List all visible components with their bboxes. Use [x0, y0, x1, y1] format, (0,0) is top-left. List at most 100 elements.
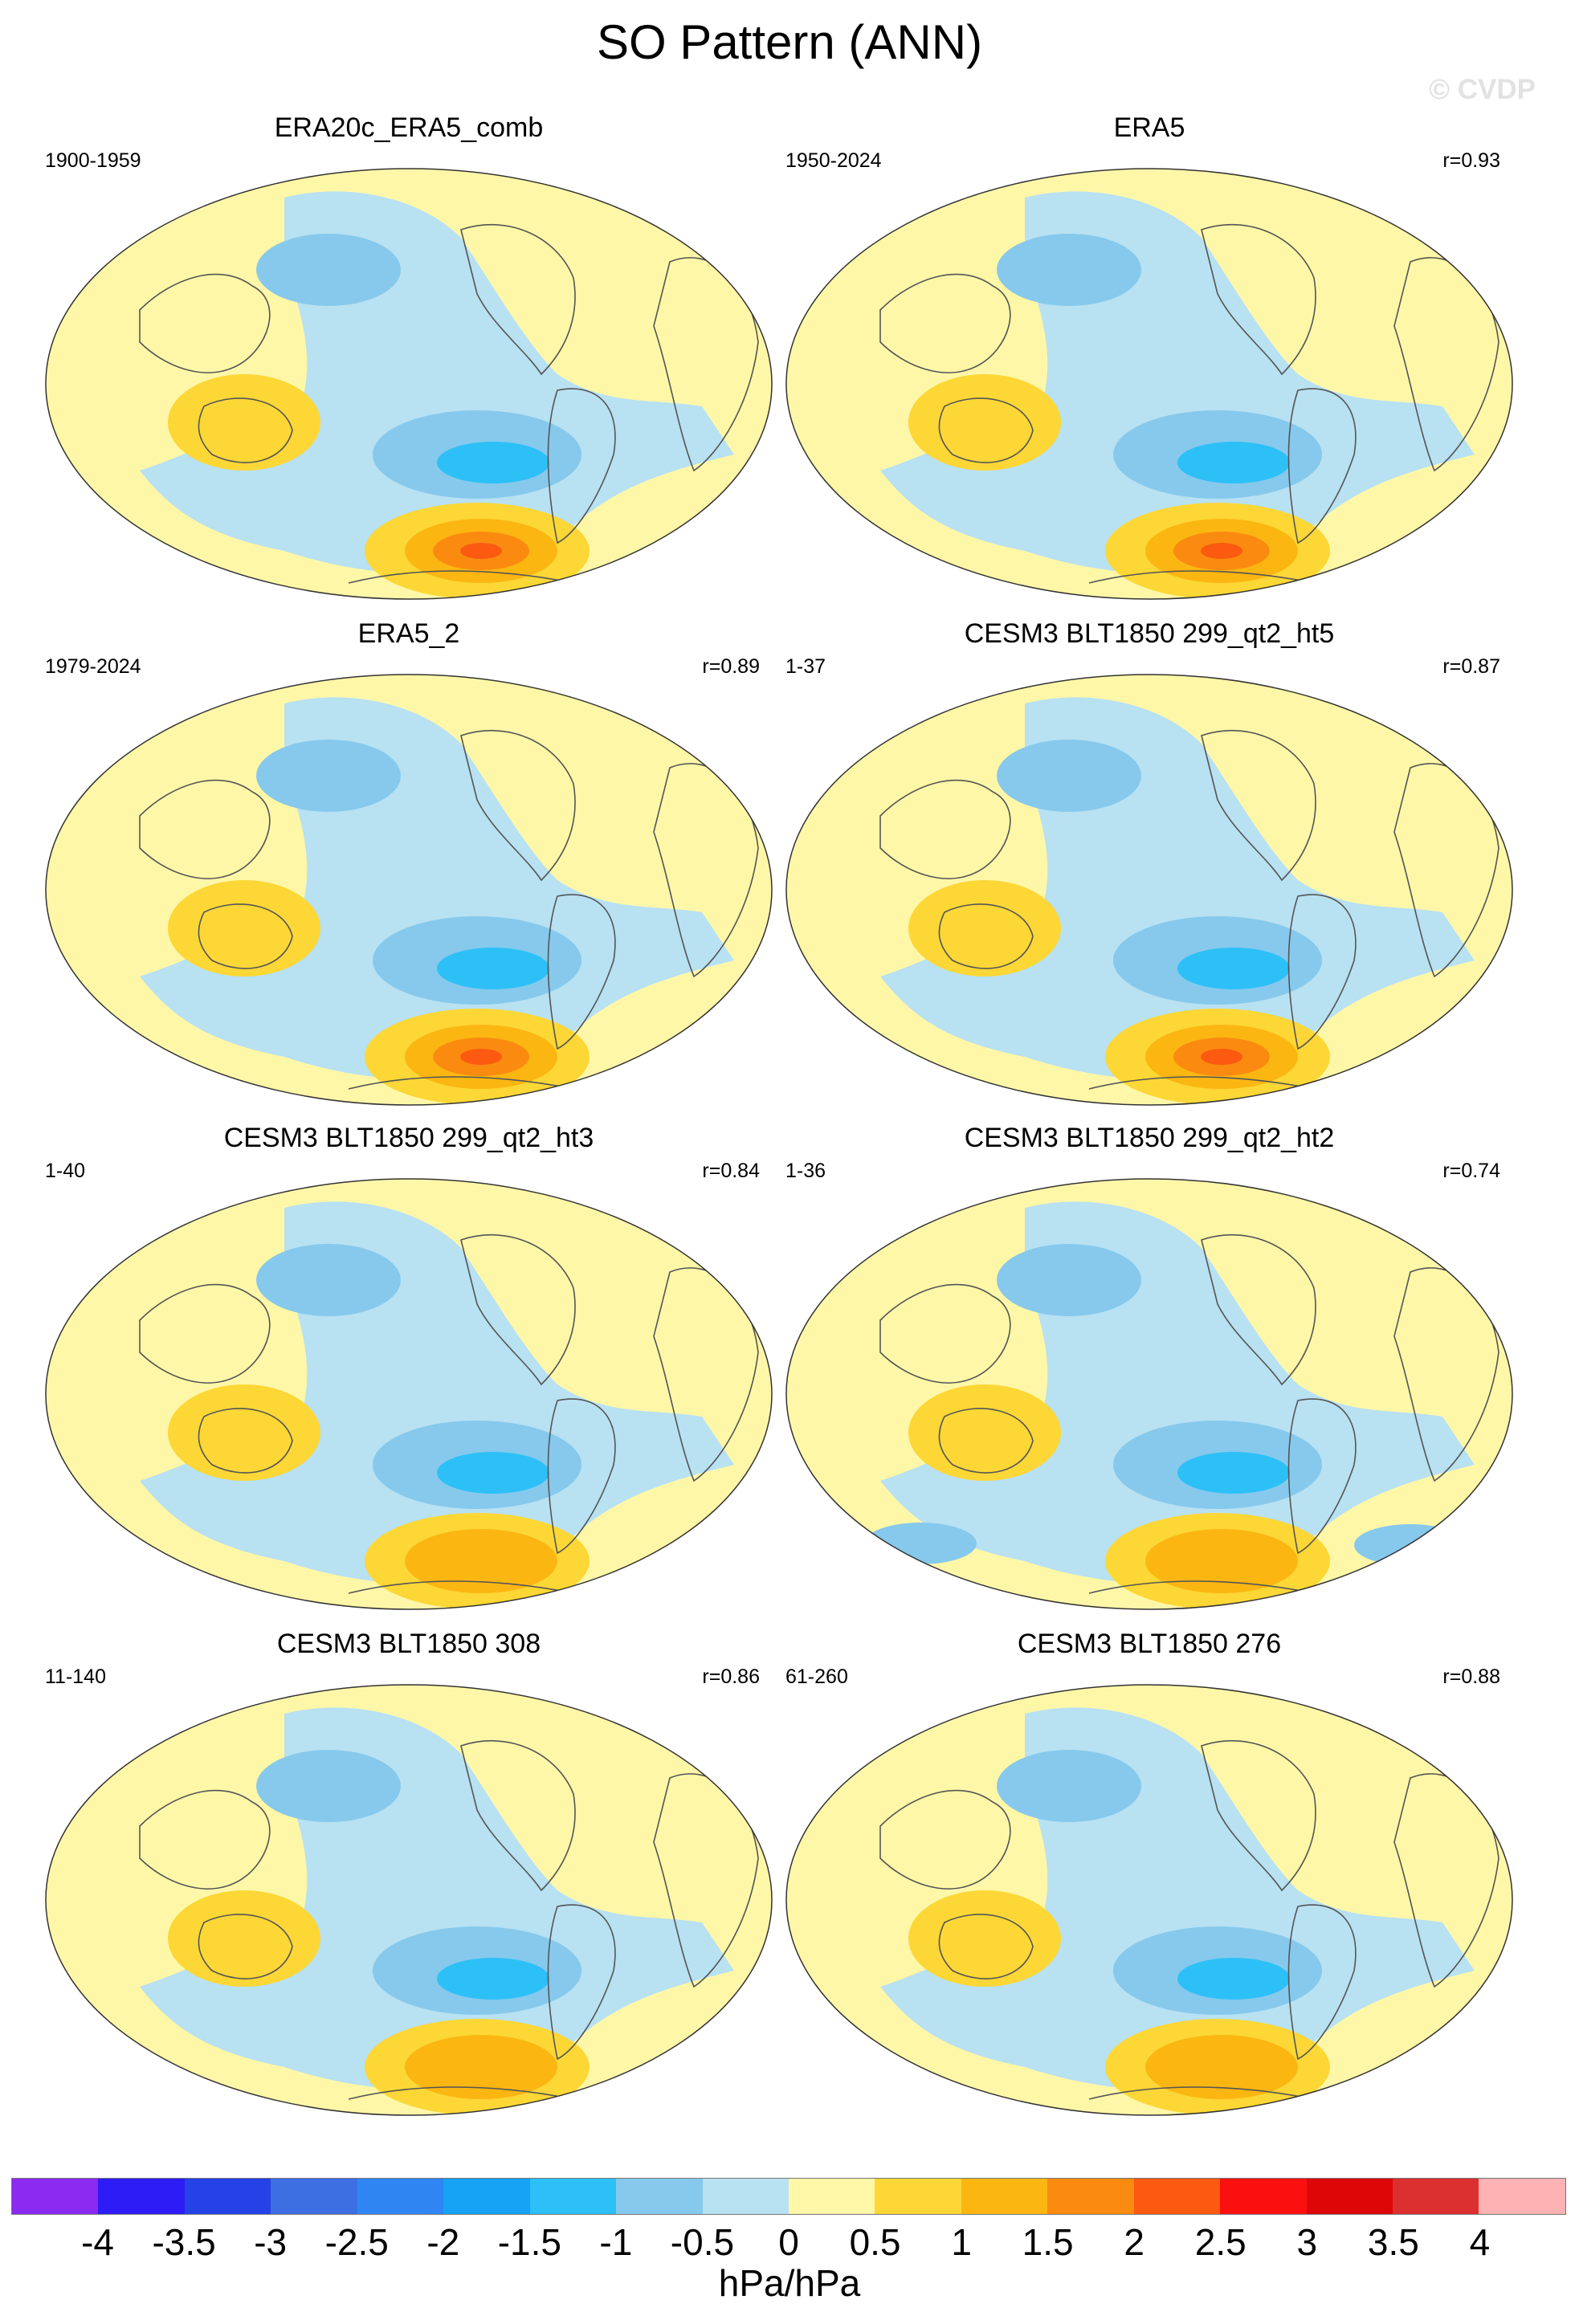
colorbar-units: hPa/hPa: [718, 2262, 861, 2304]
north-pacific-anomaly: [997, 234, 1141, 306]
colorbar-swatch: [875, 2179, 961, 2214]
north-pacific-anomaly: [256, 740, 401, 812]
panel-years: 11-140: [45, 1666, 106, 1688]
coastline-south-america: [547, 388, 616, 544]
panel-title: CESM3 BLT1850 299_qt2_ht5: [964, 618, 1335, 649]
map-panel: CESM3 BLT1850 308 11-140 r=0.86: [43, 1629, 774, 2125]
map-panel: ERA5_2 1979-2024 r=0.89: [43, 618, 774, 1115]
australia-core: [928, 1924, 1009, 1969]
southern-ocean-core: [405, 2035, 557, 2099]
colorbar-tick-label: 1.5: [1022, 2221, 1074, 2263]
coastline-antarctica: [1088, 1076, 1315, 1090]
colorbar-swatch: [961, 2179, 1048, 2214]
indian-ocean-anomaly: [864, 1523, 977, 1564]
north-pacific-anomaly: [256, 234, 401, 306]
colorbar-swatch: [529, 2179, 617, 2214]
coastline-asia: [139, 1283, 271, 1384]
coastline-north-america: [460, 729, 576, 882]
panel-title: ERA5_2: [357, 618, 460, 649]
southern-ocean-max: [460, 543, 502, 559]
coastline-asia: [139, 779, 271, 879]
south-pacific-core: [1177, 1452, 1290, 1494]
colorbar-tick-label: -2.5: [324, 2221, 389, 2263]
panel-correlation: r=0.84: [702, 1160, 760, 1182]
north-pacific-anomaly: [256, 1750, 401, 1822]
map-panel: ERA5 1950-2024 r=0.93: [784, 112, 1515, 609]
map-panel: CESM3 BLT1850 299_qt2_ht2 1-36 r=0.74: [784, 1123, 1515, 1619]
map-border: [785, 674, 1513, 1106]
negative-region: [140, 1707, 734, 2090]
australia-core: [928, 1418, 1009, 1463]
panel-years: 1900-1959: [45, 149, 141, 172]
coastline-antarctica: [348, 1076, 574, 1090]
negative-region: [880, 191, 1475, 574]
map-border: [45, 1684, 773, 2116]
colorbar-swatch: [616, 2179, 703, 2214]
map-panel: ERA20c_ERA5_comb 1900-1959: [43, 112, 774, 609]
coastline-north-america: [1201, 1739, 1316, 1892]
coastline-australia: [938, 1408, 1034, 1474]
coastline-south-america: [547, 894, 616, 1050]
panel-correlation: r=0.93: [1442, 149, 1500, 172]
coastline-south-america: [1287, 894, 1357, 1050]
coastline-australia: [938, 1914, 1034, 1979]
colorbar-swatch: [1306, 2179, 1393, 2214]
australia-anomaly: [168, 374, 320, 471]
panel-years: 61-260: [785, 1666, 848, 1688]
map-panel: CESM3 BLT1850 276 61-260 r=0.88: [784, 1629, 1515, 2125]
panel-correlation: r=0.89: [702, 655, 760, 678]
coastline-asia: [879, 1789, 1011, 1890]
colorbar-swatch: [443, 2179, 530, 2214]
southern-ocean-core: [405, 1529, 557, 1593]
panel-title: ERA20c_ERA5_comb: [274, 112, 544, 143]
panel-title: CESM3 BLT1850 299_qt2_ht2: [964, 1123, 1335, 1153]
map-border: [785, 1178, 1513, 1610]
coastline-antarctica: [348, 2086, 574, 2100]
colorbar-tick-label: -0.5: [670, 2221, 735, 2263]
coastline-australia: [198, 903, 293, 969]
panel-years: 1-40: [45, 1160, 86, 1182]
south-pacific-core: [437, 442, 549, 483]
panel-title: ERA5: [1113, 112, 1185, 143]
coastline-north-america: [1201, 223, 1316, 376]
map-panel: CESM3 BLT1850 299_qt2_ht5 1-37 r=0.87: [784, 618, 1515, 1115]
southern-ocean-max: [460, 1049, 502, 1065]
south-pacific-core: [1177, 1958, 1290, 2000]
panel-correlation: r=0.87: [1442, 655, 1500, 678]
southern-ocean-max: [1201, 1049, 1242, 1065]
negative-region: [880, 697, 1475, 1080]
global-map: [45, 1178, 773, 1610]
global-map: [785, 1684, 1513, 2116]
negative-region: [140, 697, 734, 1080]
coastline-north-america: [1201, 1233, 1316, 1386]
north-pacific-anomaly: [997, 740, 1141, 812]
coastline-antarctica: [348, 1580, 574, 1594]
south-pacific-core: [437, 948, 549, 989]
negative-region: [880, 1201, 1475, 1584]
southern-ocean-core: [1145, 1529, 1298, 1593]
south-pacific-core: [437, 1452, 549, 1494]
australia-core: [188, 1418, 268, 1463]
colorbar-tick-label: 2.5: [1194, 2221, 1246, 2263]
coastline-north-america: [460, 1739, 576, 1892]
colorbar-swatch: [12, 2179, 99, 2214]
southern-ocean-core: [1145, 2035, 1298, 2099]
colorbar-tick-label: -1.5: [497, 2221, 561, 2263]
colorbar-tick-label: 1: [951, 2221, 972, 2263]
global-map: [785, 1178, 1513, 1610]
colorbar-tick-label: 0: [778, 2221, 799, 2263]
map-border: [45, 674, 773, 1106]
map-border: [785, 168, 1513, 600]
north-pacific-anomaly: [256, 1244, 401, 1316]
coastline-south-america: [1287, 388, 1357, 544]
map-border: [45, 1178, 773, 1610]
colorbar-tick-label: -4: [81, 2221, 114, 2263]
coastline-asia: [879, 273, 1011, 373]
colorbar-tick-label: -3.5: [152, 2221, 216, 2263]
coastline-north-america: [460, 1233, 576, 1386]
coastline-asia: [139, 1789, 271, 1890]
panel-correlation: r=0.74: [1442, 1160, 1500, 1182]
coastline-asia: [879, 779, 1011, 879]
coastline-antarctica: [1088, 570, 1315, 584]
colorbar-swatch: [357, 2179, 444, 2214]
